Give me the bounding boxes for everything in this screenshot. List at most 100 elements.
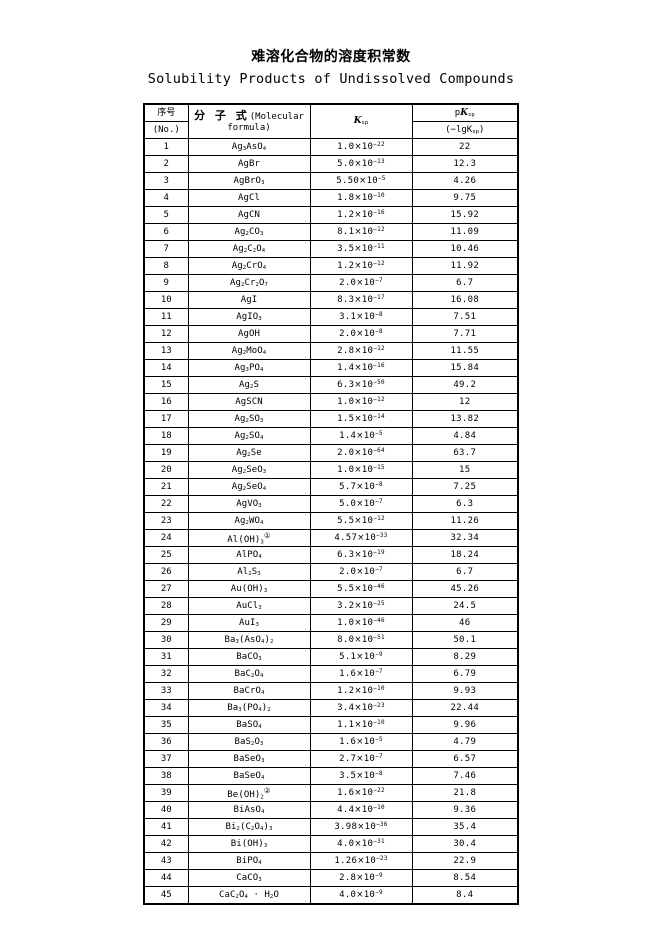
- cell-pksp-value: 7.46: [411, 767, 519, 786]
- cell-pksp-value: 4.26: [411, 172, 519, 190]
- table-row: 10 AgI 8.3×10−17 16.08: [143, 291, 519, 309]
- cell-ksp-value: 4.0×10−9: [309, 886, 413, 905]
- cell-ksp-value: 2.0×10−64: [309, 444, 413, 462]
- header-pksp-definition: (−lgKsp): [411, 121, 519, 139]
- cell-pksp-value: 15: [411, 461, 519, 479]
- cell-index: 27: [143, 580, 189, 599]
- cell-molecular-formula: AuI3: [187, 614, 311, 633]
- cell-pksp-value: 22.9: [411, 852, 519, 871]
- cell-ksp-value: 3.98×10−36: [309, 818, 413, 837]
- cell-ksp-value: 2.8×10−12: [309, 342, 413, 360]
- cell-ksp-value: 5.5×10−12: [309, 512, 413, 530]
- table-row: 40 BiAsO4 4.4×10−10 9.36: [143, 801, 519, 820]
- cell-index: 5: [143, 206, 189, 224]
- cell-molecular-formula: Ag2SO3: [187, 410, 311, 428]
- cell-pksp-value: 7.71: [411, 325, 519, 343]
- cell-molecular-formula: Bi2(C2O4)3: [187, 818, 311, 837]
- cell-ksp-value: 1.0×10−12: [309, 393, 413, 411]
- cell-ksp-value: 2.0×10−8: [309, 325, 413, 343]
- cell-index: 7: [143, 240, 189, 258]
- header-pksp-subscript: sp: [468, 111, 475, 118]
- table-row: 11 AgIO3 3.1×10−8 7.51: [143, 308, 519, 326]
- table-row: 16 AgSCN 1.0×10−12 12: [143, 393, 519, 411]
- cell-ksp-value: 3.5×10−11: [309, 240, 413, 258]
- cell-pksp-value: 22.44: [411, 699, 519, 718]
- cell-index: 34: [143, 699, 189, 718]
- cell-ksp-value: 1.2×10−16: [309, 206, 413, 224]
- cell-pksp-value: 32.34: [411, 528, 519, 548]
- cell-molecular-formula: Ag2MoO4: [187, 342, 311, 360]
- table-row: 28 AuCl3 3.2×10−25 24.5: [143, 597, 519, 616]
- table-row: 26 Al2S3 2.0×10−7 6.7: [143, 563, 519, 582]
- table-row: 13 Ag2MoO4 2.8×10−12 11.55: [143, 342, 519, 360]
- cell-ksp-value: 2.0×10−7: [309, 563, 413, 582]
- header-formula: 分 子 式(Molecular formula): [187, 103, 311, 139]
- cell-ksp-value: 5.1×10−9: [309, 648, 413, 667]
- cell-molecular-formula: BaSeO3: [187, 750, 311, 769]
- table-row: 32 BaC2O4 1.6×10−7 6.79: [143, 665, 519, 684]
- cell-index: 30: [143, 631, 189, 650]
- table-row: 3 AgBrO3 5.50×10−5 4.26: [143, 172, 519, 190]
- cell-index: 21: [143, 478, 189, 496]
- cell-ksp-value: 5.7×10−8: [309, 478, 413, 496]
- cell-molecular-formula: Bi(OH)3: [187, 835, 311, 854]
- cell-ksp-value: 3.4×10−23: [309, 699, 413, 718]
- table-row: 23 Ag2WO4 5.5×10−12 11.26: [143, 512, 519, 530]
- cell-pksp-value: 6.57: [411, 750, 519, 769]
- cell-ksp-value: 2.7×10−7: [309, 750, 413, 769]
- cell-ksp-value: 2.8×10−9: [309, 869, 413, 888]
- cell-index: 17: [143, 410, 189, 428]
- cell-ksp-value: 3.2×10−25: [309, 597, 413, 616]
- cell-index: 23: [143, 512, 189, 530]
- cell-ksp-value: 1.4×10−5: [309, 427, 413, 445]
- header-no-cn: 序号: [143, 103, 189, 122]
- table-row: 43 BiPO4 1.26×10−23 22.9: [143, 852, 519, 871]
- cell-pksp-value: 11.92: [411, 257, 519, 275]
- cell-pksp-value: 12.3: [411, 155, 519, 173]
- table-row: 20 Ag2SeO3 1.0×10−15 15: [143, 461, 519, 479]
- table-row: 30 Ba3(AsO4)2 8.0×10−51 50.1: [143, 631, 519, 650]
- header-pksp-symbol: K: [460, 107, 469, 118]
- cell-ksp-value: 1.0×10−15: [309, 461, 413, 479]
- cell-index: 37: [143, 750, 189, 769]
- solubility-products-table: 序号 分 子 式(Molecular formula) Ksp pKsp (No…: [143, 103, 519, 906]
- cell-pksp-value: 6.3: [411, 495, 519, 513]
- cell-index: 41: [143, 818, 189, 837]
- cell-ksp-value: 1.6×10−5: [309, 733, 413, 752]
- cell-molecular-formula: Au(OH)3: [187, 580, 311, 599]
- table-row: 41 Bi2(C2O4)3 3.98×10−36 35.4: [143, 818, 519, 837]
- cell-pksp-value: 7.25: [411, 478, 519, 496]
- cell-index: 31: [143, 648, 189, 667]
- cell-molecular-formula: Be(OH)2②: [187, 784, 311, 803]
- cell-pksp-value: 45.26: [411, 580, 519, 599]
- cell-molecular-formula: Ag3PO4: [187, 359, 311, 377]
- table-row: 19 Ag2Se 2.0×10−64 63.7: [143, 444, 519, 462]
- header-no-en: (No.): [143, 121, 189, 139]
- table-row: 2 AgBr 5.0×10−13 12.3: [143, 155, 519, 173]
- solubility-table-wrapper: 序号 分 子 式(Molecular formula) Ksp pKsp (No…: [143, 103, 519, 906]
- cell-molecular-formula: Ag2SeO4: [187, 478, 311, 496]
- cell-ksp-value: 3.1×10−8: [309, 308, 413, 326]
- cell-pksp-value: 6.7: [411, 274, 519, 292]
- table-row: 34 Ba3(PO4)2 3.4×10−23 22.44: [143, 699, 519, 718]
- cell-molecular-formula: BaCrO4: [187, 682, 311, 701]
- table-row: 22 AgVO3 5.0×10−7 6.3: [143, 495, 519, 513]
- cell-ksp-value: 1.8×10−10: [309, 189, 413, 207]
- cell-pksp-value: 9.93: [411, 682, 519, 701]
- cell-ksp-value: 4.4×10−10: [309, 801, 413, 820]
- cell-index: 15: [143, 376, 189, 394]
- header-formula-en-1: (Molecular: [249, 111, 304, 122]
- cell-molecular-formula: Al2S3: [187, 563, 311, 582]
- cell-pksp-value: 6.7: [411, 563, 519, 582]
- cell-ksp-value: 6.3×10−50: [309, 376, 413, 394]
- cell-molecular-formula: BaCO3: [187, 648, 311, 667]
- cell-ksp-value: 4.0×10−31: [309, 835, 413, 854]
- cell-molecular-formula: Ag2Cr2O7: [187, 274, 311, 292]
- table-row: 8 Ag2CrO4 1.2×10−12 11.92: [143, 257, 519, 275]
- cell-molecular-formula: BaSeO4: [187, 767, 311, 786]
- cell-pksp-value: 15.92: [411, 206, 519, 224]
- cell-ksp-value: 8.3×10−17: [309, 291, 413, 309]
- cell-index: 39: [143, 784, 189, 803]
- cell-pksp-value: 18.24: [411, 546, 519, 565]
